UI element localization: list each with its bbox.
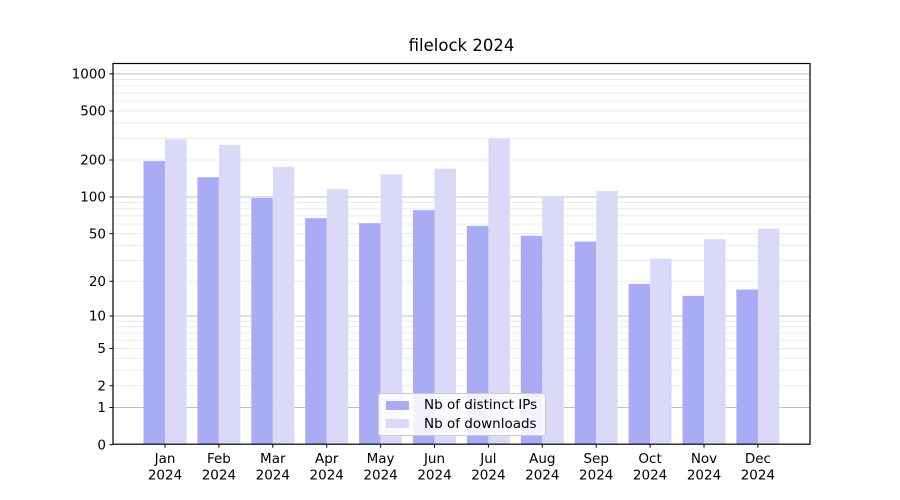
legend: Nb of distinct IPs Nb of downloads xyxy=(378,393,546,436)
bar-nb-of-distinct-ips-mar xyxy=(251,198,273,445)
x-tick-year-jun: 2024 xyxy=(417,468,451,484)
legend-row-downloads: Nb of downloads xyxy=(386,416,545,433)
bar-nb-of-distinct-ips-jun xyxy=(413,210,435,445)
bar-nb-of-downloads-mar xyxy=(272,166,295,445)
x-tick-label-jan: Jan xyxy=(154,451,176,467)
x-tick-year-oct: 2024 xyxy=(633,468,667,484)
bar-nb-of-distinct-ips-aug xyxy=(520,235,543,445)
x-tick-label-oct: Oct xyxy=(638,451,661,467)
x-tick-year-jan: 2024 xyxy=(148,468,182,484)
bar-nb-of-downloads-sep xyxy=(596,190,618,445)
x-tick-label-feb: Feb xyxy=(207,451,231,467)
legend-row-distinct-ips: Nb of distinct IPs xyxy=(386,397,545,414)
legend-label-distinct-ips: Nb of distinct IPs xyxy=(424,397,538,414)
x-axis: Jan2024Feb2024Mar2024Apr2024May2024Jun20… xyxy=(148,444,775,484)
bar-nb-of-downloads-oct xyxy=(650,258,672,445)
x-tick-year-nov: 2024 xyxy=(687,468,721,484)
bar-nb-of-distinct-ips-nov xyxy=(682,295,704,445)
x-tick-label-jun: Jun xyxy=(423,451,445,467)
x-tick-year-may: 2024 xyxy=(363,468,397,484)
y-tick-label-200: 200 xyxy=(80,153,106,169)
y-tick-label-100: 100 xyxy=(80,190,106,206)
bar-nb-of-downloads-feb xyxy=(218,144,241,445)
x-tick-label-nov: Nov xyxy=(691,451,717,467)
bar-nb-of-downloads-nov xyxy=(704,239,726,445)
y-tick-label-20: 20 xyxy=(89,274,106,290)
bar-nb-of-distinct-ips-jul xyxy=(466,225,489,445)
x-tick-label-sep: Sep xyxy=(583,451,608,467)
bar-nb-of-downloads-aug xyxy=(542,196,564,445)
y-tick-label-1000: 1000 xyxy=(72,67,106,83)
legend-swatch-distinct-ips xyxy=(386,400,409,410)
x-tick-label-apr: Apr xyxy=(315,451,339,467)
x-tick-label-jul: Jul xyxy=(479,451,496,467)
bar-nb-of-downloads-jul xyxy=(488,138,510,445)
x-tick-year-sep: 2024 xyxy=(579,468,613,484)
chart-title: filelock 2024 xyxy=(408,36,515,55)
legend-label-downloads: Nb of downloads xyxy=(424,415,537,432)
x-tick-label-may: May xyxy=(367,451,395,467)
y-tick-label-50: 50 xyxy=(89,226,106,242)
x-tick-year-mar: 2024 xyxy=(256,468,290,484)
x-tick-label-aug: Aug xyxy=(529,451,555,467)
y-tick-label-2: 2 xyxy=(97,378,106,394)
legend-swatch-downloads xyxy=(386,419,409,429)
x-tick-year-apr: 2024 xyxy=(310,468,344,484)
y-tick-label-10: 10 xyxy=(89,309,106,325)
bar-nb-of-distinct-ips-jan xyxy=(143,161,165,445)
bar-nb-of-downloads-apr xyxy=(326,189,349,445)
y-tick-label-1: 1 xyxy=(97,400,106,416)
x-tick-year-jul: 2024 xyxy=(471,468,505,484)
x-tick-year-dec: 2024 xyxy=(741,468,775,484)
x-tick-year-feb: 2024 xyxy=(202,468,236,484)
y-tick-label-5: 5 xyxy=(97,341,106,357)
bar-nb-of-distinct-ips-may xyxy=(359,223,381,445)
bar-nb-of-downloads-may xyxy=(380,174,403,445)
bar-nb-of-distinct-ips-dec xyxy=(736,289,758,445)
bars xyxy=(143,138,780,445)
x-tick-label-mar: Mar xyxy=(260,451,286,467)
y-axis: 0 1 2 5 10 20 50 100 200 500 1000 xyxy=(72,67,113,453)
y-tick-label-0: 0 xyxy=(97,437,106,453)
bar-nb-of-downloads-jan xyxy=(165,139,187,445)
bar-nb-of-downloads-jun xyxy=(434,168,456,445)
bar-nb-of-distinct-ips-sep xyxy=(574,241,597,445)
bar-nb-of-downloads-dec xyxy=(757,228,780,445)
bar-nb-of-distinct-ips-oct xyxy=(628,283,651,445)
x-tick-year-aug: 2024 xyxy=(525,468,559,484)
y-tick-label-500: 500 xyxy=(80,104,106,120)
bar-nb-of-distinct-ips-apr xyxy=(305,218,327,445)
x-tick-label-dec: Dec xyxy=(745,451,771,467)
plot-border xyxy=(112,62,811,445)
bar-nb-of-distinct-ips-feb xyxy=(197,177,219,445)
